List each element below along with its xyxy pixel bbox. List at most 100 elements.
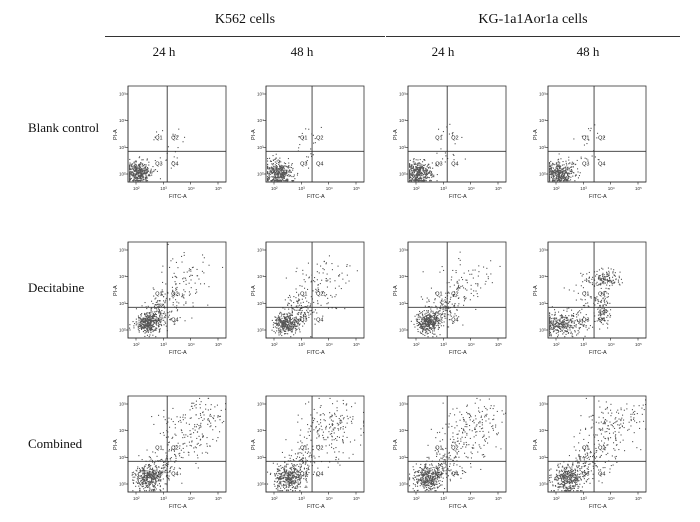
event-dot xyxy=(566,330,568,332)
event-dot xyxy=(293,319,295,321)
event-dot xyxy=(148,317,150,319)
event-dot xyxy=(410,164,412,166)
y-tick-label: 10⁴ xyxy=(257,118,264,123)
event-dot xyxy=(425,324,427,326)
event-dot xyxy=(153,485,155,487)
event-dot xyxy=(297,302,299,304)
event-dot xyxy=(158,466,160,468)
event-dot xyxy=(279,161,281,163)
event-dot xyxy=(156,324,158,326)
event-dot xyxy=(148,328,150,330)
event-dot xyxy=(274,322,276,324)
event-dot xyxy=(420,312,422,314)
event-dot xyxy=(577,333,579,335)
event-dot xyxy=(281,322,283,324)
event-dot xyxy=(158,310,160,312)
event-dot xyxy=(423,319,425,321)
event-dot xyxy=(150,324,152,326)
event-dot xyxy=(161,305,163,307)
event-dot xyxy=(433,323,435,325)
event-dot xyxy=(458,297,460,299)
event-dot xyxy=(574,180,576,182)
event-dot xyxy=(136,180,138,182)
event-dot xyxy=(146,467,148,469)
event-dot xyxy=(271,167,273,169)
event-dot xyxy=(161,467,163,469)
event-dot xyxy=(140,477,142,479)
event-dot xyxy=(183,289,185,291)
event-dot xyxy=(147,465,149,467)
event-dot xyxy=(135,170,137,172)
event-dot xyxy=(148,481,150,483)
event-dot xyxy=(563,287,565,289)
event-dot xyxy=(421,321,423,323)
event-dot xyxy=(294,325,296,327)
event-dot xyxy=(271,168,273,170)
event-dot xyxy=(594,279,596,281)
event-dot xyxy=(453,159,455,161)
event-dot xyxy=(600,277,602,279)
event-dot xyxy=(459,287,461,289)
event-dot xyxy=(301,310,303,312)
event-dot xyxy=(146,475,148,477)
event-dot xyxy=(462,324,464,326)
event-dot xyxy=(409,174,411,176)
event-dot xyxy=(158,472,160,474)
event-dot xyxy=(176,310,178,312)
quadrant-gate-frame xyxy=(127,395,227,493)
event-dot xyxy=(191,267,193,269)
event-dot xyxy=(549,322,551,324)
event-dot xyxy=(280,180,282,182)
event-dot xyxy=(419,310,421,312)
event-dot xyxy=(156,469,158,471)
event-dot xyxy=(289,294,291,296)
event-dot xyxy=(568,176,570,178)
event-dot xyxy=(284,180,286,182)
event-dot xyxy=(564,330,566,332)
event-dot xyxy=(165,314,167,316)
event-dot xyxy=(135,485,137,487)
event-dot xyxy=(146,478,148,480)
event-dot xyxy=(556,169,558,171)
event-dot xyxy=(195,404,197,406)
event-dot xyxy=(420,169,422,171)
event-dot xyxy=(561,321,563,323)
event-dot xyxy=(551,166,553,168)
event-dot xyxy=(270,173,272,175)
event-dot xyxy=(217,416,219,418)
event-dot xyxy=(146,319,148,321)
event-dot xyxy=(585,278,587,280)
event-dot xyxy=(602,305,604,307)
event-dot xyxy=(155,336,157,338)
event-dot xyxy=(429,179,431,181)
event-dot xyxy=(422,169,424,171)
event-dot xyxy=(602,292,604,294)
event-dot xyxy=(267,176,269,178)
x-tick-label: 10² xyxy=(413,342,420,347)
event-dot xyxy=(190,405,192,407)
event-dot xyxy=(165,458,167,460)
event-dot xyxy=(273,168,275,170)
event-dot xyxy=(477,283,479,285)
event-dot xyxy=(172,421,174,423)
event-dot xyxy=(602,318,604,320)
event-dot xyxy=(412,161,414,163)
event-dot xyxy=(299,329,301,331)
event-dot xyxy=(291,327,293,329)
event-dot xyxy=(143,480,145,482)
event-dot xyxy=(291,309,293,311)
event-dot xyxy=(419,162,421,164)
event-dot xyxy=(276,318,278,320)
event-dot xyxy=(147,472,149,474)
event-dot xyxy=(554,318,556,320)
event-dot xyxy=(151,459,153,461)
event-dot xyxy=(143,173,145,175)
event-dot xyxy=(280,167,282,169)
event-dot xyxy=(151,477,153,479)
event-dot xyxy=(300,316,302,318)
event-dot xyxy=(612,280,614,282)
event-dot xyxy=(151,317,153,319)
event-dot xyxy=(267,171,269,173)
event-dot xyxy=(570,331,572,333)
